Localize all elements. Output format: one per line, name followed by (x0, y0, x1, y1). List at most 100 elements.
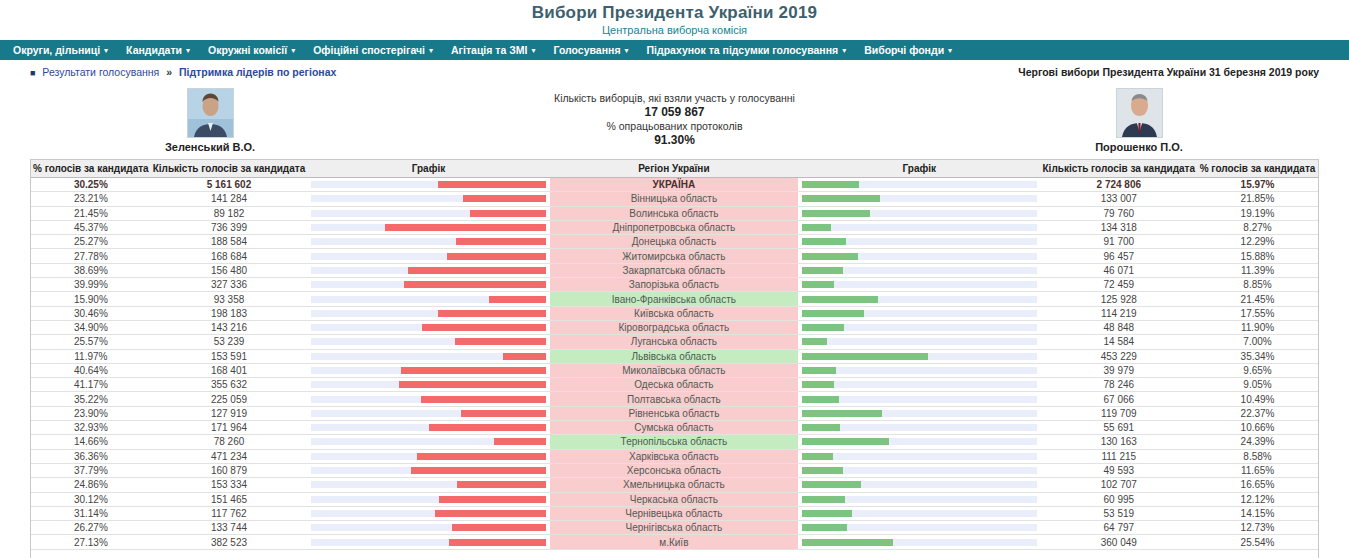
nav-item-pidrakhunok[interactable]: Підрахунок та підсумки голосування▾ (638, 40, 856, 60)
nav-item-kandydaty[interactable]: Кандидати▾ (117, 40, 199, 60)
table-header-row: % голосів за кандидата Кількість голосів… (31, 160, 1318, 178)
table-row: 11.97% 153 591 Львівська область 453 229… (31, 349, 1318, 363)
bar-track (311, 281, 545, 288)
nav-item-komisii[interactable]: Окружні комісії▾ (199, 40, 304, 60)
candidate-photo-poroshenko[interactable] (1116, 88, 1163, 138)
candidate-photo-zelensky[interactable] (187, 88, 234, 138)
poroshenko-bar (802, 253, 858, 260)
breadcrumb-separator: » (166, 66, 172, 78)
right-pct-value: 21.85% (1197, 192, 1318, 206)
nav-item-label: Кандидати (126, 44, 182, 56)
left-pct-value: 23.90% (31, 406, 151, 420)
results-table: % голосів за кандидата Кількість голосів… (31, 160, 1318, 550)
right-bar-cell (798, 278, 1040, 292)
right-pct-value: 12.29% (1197, 235, 1318, 249)
right-votes-value: 55 691 (1041, 421, 1198, 435)
left-votes-value: 327 336 (151, 278, 308, 292)
region-link[interactable]: Запорізька область (550, 278, 798, 292)
right-bar-cell (798, 206, 1040, 220)
right-pct-value: 8.58% (1197, 449, 1318, 463)
right-pct-value: 12.12% (1197, 492, 1318, 506)
region-link[interactable]: Тернопільська область (550, 435, 798, 449)
nav-item-label: Голосування (553, 44, 620, 56)
right-votes-value: 46 071 (1041, 263, 1198, 277)
bar-track (311, 424, 545, 431)
right-bar-cell (798, 335, 1040, 349)
bar-track (311, 481, 545, 488)
chevron-down-icon: ▾ (429, 46, 433, 55)
region-link[interactable]: Сумська область (550, 421, 798, 435)
left-votes-value: 471 234 (151, 449, 308, 463)
zelensky-bar (401, 367, 545, 374)
region-link[interactable]: м.Київ (550, 535, 798, 549)
zelensky-bar (449, 539, 545, 546)
nav-item-holosuvannia[interactable]: Голосування▾ (544, 40, 637, 60)
nav-item-fondy[interactable]: Виборчі фонди▾ (855, 40, 961, 60)
election-date-note: Чергові вибори Президента України 31 бер… (1018, 66, 1319, 78)
nav-item-sposterihachi[interactable]: Офіційні спостерігачі▾ (304, 40, 442, 60)
region-link[interactable]: Закарпатська область (550, 263, 798, 277)
left-pct-value: 30.12% (31, 492, 151, 506)
right-votes-value: 14 584 (1041, 335, 1198, 349)
region-link[interactable]: Дніпропетровська область (550, 220, 798, 234)
header-right-graph: Графік (798, 160, 1040, 178)
region-link[interactable]: Харківська область (550, 449, 798, 463)
bar-track (802, 324, 1036, 331)
bar-track (802, 410, 1036, 417)
region-link[interactable]: Херсонська область (550, 463, 798, 477)
region-link[interactable]: Миколаївська область (550, 363, 798, 377)
left-bar-cell (307, 449, 549, 463)
header-left-pct: % голосів за кандидата (31, 160, 151, 178)
left-votes-value: 93 358 (151, 292, 308, 306)
nav-item-okrugy[interactable]: Округи, дільниці▾ (4, 40, 117, 60)
header-region: Регіон України (550, 160, 798, 178)
region-link[interactable]: Луганська область (550, 335, 798, 349)
region-link[interactable]: Львівська область (550, 349, 798, 363)
right-pct-value: 9.65% (1197, 363, 1318, 377)
poroshenko-bar (802, 524, 847, 531)
bar-track (802, 238, 1036, 245)
region-link[interactable]: Хмельницька область (550, 478, 798, 492)
breadcrumb-section-link[interactable]: Результати голосування (42, 66, 159, 78)
region-link[interactable]: Волинська область (550, 206, 798, 220)
region-link[interactable]: Одеська область (550, 378, 798, 392)
right-bar-cell (798, 492, 1040, 506)
right-bar-cell (798, 506, 1040, 520)
table-row: 26.27% 133 744 Чернігівська область 64 7… (31, 521, 1318, 535)
region-link[interactable]: Чернігівська область (550, 521, 798, 535)
region-link[interactable]: Донецька область (550, 235, 798, 249)
right-pct-value: 11.90% (1197, 320, 1318, 334)
left-bar-cell (307, 349, 549, 363)
region-link[interactable]: Вінницька область (550, 192, 798, 206)
region-link[interactable]: Кіровоградська область (550, 320, 798, 334)
right-votes-value: 125 928 (1041, 292, 1198, 306)
zelensky-bar (461, 410, 546, 417)
region-link[interactable]: Черкаська область (550, 492, 798, 506)
right-pct-value: 21.45% (1197, 292, 1318, 306)
zelensky-bar (452, 524, 545, 531)
right-pct-value: 25.54% (1197, 535, 1318, 549)
region-link[interactable]: Івано-Франківська область (550, 292, 798, 306)
chevron-down-icon: ▾ (531, 46, 535, 55)
left-pct-value: 27.13% (31, 535, 151, 549)
table-row: 32.93% 171 964 Сумська область 55 691 10… (31, 421, 1318, 435)
left-pct-value: 30.46% (31, 306, 151, 320)
region-link[interactable]: Рівненська область (550, 406, 798, 420)
table-row: 25.27% 188 584 Донецька область 91 700 1… (31, 235, 1318, 249)
region-link[interactable]: Чернівецька область (550, 506, 798, 520)
table-row: 30.25% 5 161 602 УКРАЇНА 2 724 806 15.97… (31, 178, 1318, 192)
region-link[interactable]: Житомирська область (550, 249, 798, 263)
left-votes-value: 5 161 602 (151, 178, 308, 192)
right-pct-value: 24.39% (1197, 435, 1318, 449)
region-link[interactable]: Київська область (550, 306, 798, 320)
nav-item-ahitatsiia[interactable]: Агітація та ЗМІ▾ (442, 40, 544, 60)
region-link[interactable]: Полтавська область (550, 392, 798, 406)
candidates-band: Зеленський В.О. Кількість виборців, які … (30, 88, 1319, 153)
region-link[interactable]: УКРАЇНА (550, 178, 798, 192)
bar-track (802, 396, 1036, 403)
bar-track (311, 496, 545, 503)
zelensky-bar (399, 381, 545, 388)
poroshenko-bar (802, 367, 836, 374)
left-pct-value: 36.36% (31, 449, 151, 463)
right-bar-cell (798, 292, 1040, 306)
